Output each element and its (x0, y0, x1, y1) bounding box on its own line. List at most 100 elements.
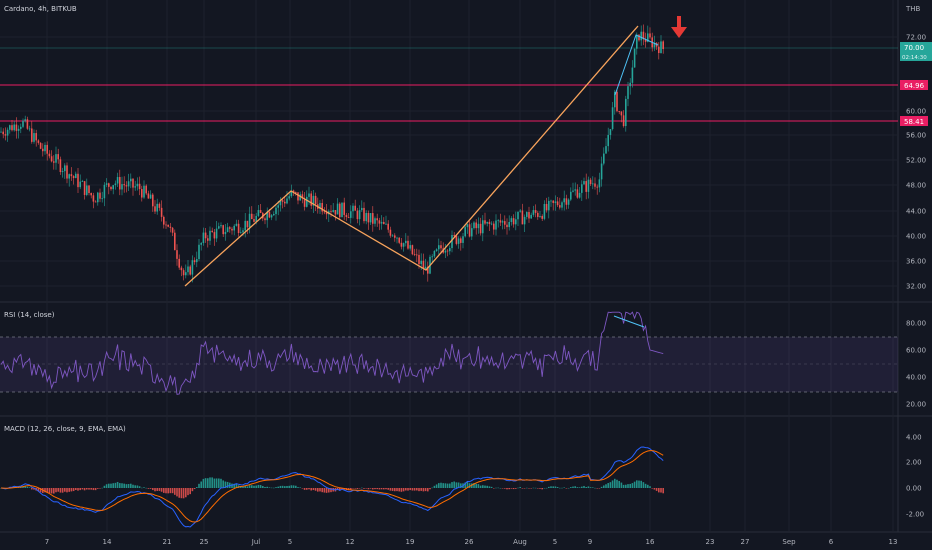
candle-body (532, 210, 535, 215)
candle-body (521, 210, 524, 225)
macd-histogram (0, 477, 664, 499)
macd-histogram-bar (22, 486, 24, 488)
candle-body (28, 128, 31, 130)
candle-body (218, 226, 220, 229)
macd-histogram-bar (352, 488, 354, 489)
macd-histogram-bar (592, 487, 594, 488)
candle-body (402, 243, 405, 247)
candle-body (42, 148, 44, 152)
macd-histogram-bar (389, 488, 392, 491)
candle-body (578, 192, 581, 198)
candle-body (574, 189, 576, 191)
candle-body (347, 217, 350, 218)
candle-body (310, 193, 312, 206)
candle-body (411, 245, 414, 255)
macd-histogram-bar (295, 485, 297, 488)
candle-body (618, 111, 620, 112)
macd-histogram-bar (108, 483, 110, 488)
candle-body (433, 250, 436, 257)
macd-histogram-bar (655, 488, 658, 491)
candle-body (385, 223, 387, 225)
candle-body (240, 232, 242, 234)
macd-histogram-bar (251, 485, 253, 488)
macd-histogram-bar (420, 488, 422, 491)
macd-histogram-bar (581, 486, 583, 488)
candle-body (534, 210, 537, 213)
macd-histogram-bar (75, 488, 77, 491)
macd-histogram-bar (48, 488, 51, 494)
macd-histogram-bar (147, 488, 150, 489)
macd-histogram-bar (625, 484, 627, 488)
macd-histogram-bar (314, 488, 317, 491)
candle-body (501, 221, 504, 223)
candle-body (299, 194, 301, 201)
candle-body (268, 211, 271, 218)
macd-histogram-bar (466, 481, 469, 488)
svg-text:58.41: 58.41 (904, 118, 924, 126)
macd-histogram-bar (204, 478, 207, 488)
candle-body (75, 173, 77, 179)
candle-body (176, 250, 178, 259)
macd-histogram-bar (180, 488, 183, 499)
candle-body (629, 82, 631, 87)
candle-body (9, 125, 11, 130)
macd-histogram-bar (504, 488, 506, 489)
macd-histogram-bar (442, 483, 444, 488)
macd-histogram-bar (200, 481, 202, 488)
macd-histogram-bar (64, 488, 66, 492)
candle-body (196, 259, 198, 263)
candle-body (361, 207, 363, 211)
macd-histogram-bar (24, 485, 26, 488)
candle-body (198, 244, 200, 260)
macd-histogram-bar (33, 488, 35, 490)
candle-body (600, 163, 603, 180)
macd-histogram-bar (187, 488, 189, 496)
macd-histogram-bar (651, 488, 653, 489)
candle-body (231, 228, 233, 231)
candle-body (539, 215, 541, 217)
macd-histogram-bar (176, 488, 178, 497)
macd-histogram-bar (97, 488, 99, 489)
candle-body (614, 91, 616, 108)
macd-histogram-bar (405, 488, 407, 491)
macd-histogram-bar (101, 487, 103, 489)
macd-histogram-bar (174, 488, 176, 495)
macd-histogram-bar (103, 485, 106, 488)
symbol-title: Cardano, 4h, BITKUB (4, 5, 77, 13)
candle-body (284, 201, 286, 204)
time-tick-label: 26 (465, 538, 474, 546)
candle-body (279, 200, 282, 206)
rsi-line (0, 311, 664, 395)
macd-histogram-bar (286, 485, 288, 488)
candle-body (605, 146, 607, 154)
candle-body (185, 272, 187, 276)
candle-body (255, 215, 257, 222)
candle-body (416, 254, 418, 256)
macd-histogram-bar (398, 488, 400, 492)
candle-body (592, 183, 594, 185)
macd-histogram-bar (44, 488, 46, 493)
macd-histogram-bar (68, 488, 70, 492)
macd-histogram-bar (411, 488, 414, 491)
candle-body (211, 230, 213, 233)
macd-histogram-bar (143, 487, 145, 488)
candle-body (229, 227, 231, 229)
candle-body (642, 31, 645, 40)
candle-body (570, 191, 572, 200)
candle-body (488, 221, 491, 225)
macd-histogram-bar (431, 487, 433, 489)
macd-histogram-bar (517, 487, 519, 489)
candle-body (158, 203, 161, 208)
macd-histogram-bar (440, 482, 442, 488)
macd-histogram-bar (72, 488, 75, 492)
candle-body (644, 39, 647, 42)
svg-text:64.96: 64.96 (904, 82, 925, 90)
macd-histogram-bar (325, 488, 328, 493)
macd-histogram-bar (26, 486, 29, 488)
candle-body (26, 119, 29, 129)
candle-body (394, 235, 396, 238)
macd-histogram-bar (594, 487, 596, 489)
macd-histogram-bar (110, 483, 112, 488)
macd-histogram-bar (457, 482, 460, 488)
price-tick-label: 56.00 (906, 132, 926, 140)
